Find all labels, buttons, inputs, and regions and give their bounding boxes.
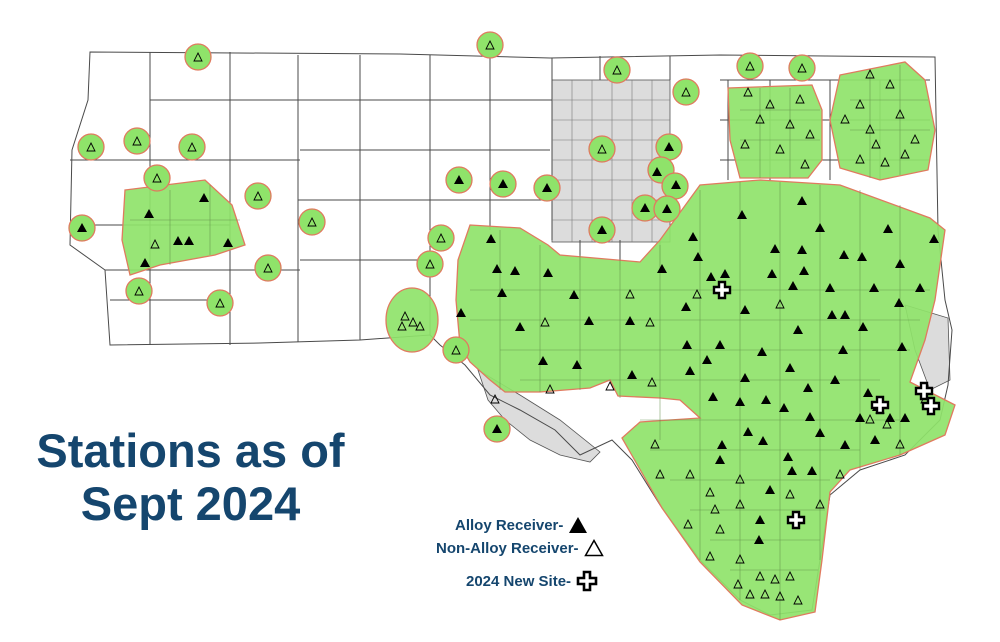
new-site-markers bbox=[712, 280, 941, 530]
new-site-cross bbox=[712, 280, 732, 300]
legend-new-site: 2024 New Site- bbox=[466, 570, 598, 592]
coverage-north-1 bbox=[727, 84, 823, 179]
filled-triangle-icon bbox=[569, 517, 588, 533]
legend-new-site-label: 2024 New Site- bbox=[466, 572, 572, 590]
coverage-north-2 bbox=[829, 61, 936, 181]
isolated-station-circles bbox=[68, 31, 816, 443]
hollow-triangle-icon bbox=[583, 539, 604, 557]
coverage-west bbox=[121, 179, 246, 276]
title-line-2: Sept 2024 bbox=[80, 477, 301, 530]
legend-alloy-label: Alloy Receiver- bbox=[455, 516, 564, 534]
bold-cross-icon bbox=[576, 570, 598, 592]
excluded-regions bbox=[477, 79, 951, 463]
legend-non-alloy-label: Non-Alloy Receiver- bbox=[436, 539, 579, 557]
legend-non-alloy: Non-Alloy Receiver- bbox=[436, 539, 604, 557]
new-site-cross bbox=[921, 396, 941, 416]
new-site-cross bbox=[870, 395, 890, 415]
map-title: Stations as of Sept 2024 bbox=[18, 424, 363, 530]
non-alloy-receiver-markers bbox=[86, 39, 930, 605]
new-site-cross bbox=[786, 510, 806, 530]
legend-alloy: Alloy Receiver- bbox=[455, 516, 588, 534]
title-line-1: Stations as of bbox=[36, 424, 345, 477]
alloy-receiver-markers bbox=[77, 142, 939, 544]
